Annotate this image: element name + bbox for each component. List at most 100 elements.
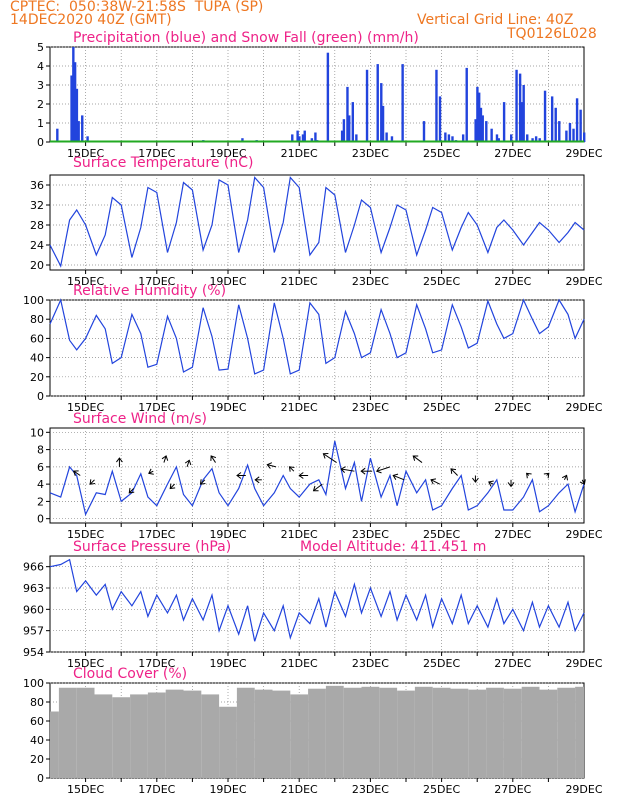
- precip-bar: [390, 136, 394, 142]
- precip-bar: [477, 92, 481, 142]
- precip-bar: [495, 134, 499, 142]
- precip-bar: [583, 132, 586, 142]
- panel-5-date-label: 23DEC: [352, 657, 389, 670]
- panel-3-series-line: [49, 298, 585, 375]
- panel-4-frame: [49, 427, 585, 524]
- panel-1-date-label: 29DEC: [565, 147, 602, 160]
- panel-5-ytick-label: 957: [23, 625, 44, 638]
- precip-bar: [451, 136, 454, 142]
- precip-bar: [479, 107, 483, 142]
- panel-1-ytick-label: 5: [37, 41, 44, 54]
- wind-arrow-shaft: [128, 488, 135, 494]
- panel-5-date-label: 19DEC: [209, 657, 246, 670]
- wind-arrow-head: [507, 482, 515, 488]
- panel-6-date-label: 19DEC: [209, 783, 246, 796]
- cloud-bar: [272, 690, 291, 778]
- panel-6-date-label: 23DEC: [352, 783, 389, 796]
- panel-4-ytick-label: 6: [37, 461, 44, 474]
- precip-bar: [301, 134, 305, 142]
- wind-arrow-head: [254, 476, 260, 484]
- panel-5-ytick-label: 966: [23, 561, 44, 574]
- panel-2-ytick-label: 36: [30, 179, 44, 192]
- wind-arrow-head: [128, 487, 135, 494]
- precip-bar: [355, 134, 358, 142]
- wind-arrow-shaft: [289, 466, 295, 472]
- panel-3-date-label: 29DEC: [565, 401, 602, 414]
- panel-5-ytick-label: 963: [23, 582, 44, 595]
- panel-4-series-line: [49, 440, 585, 517]
- panel-3-ytick-label: 80: [30, 313, 44, 326]
- cloud-bar: [486, 687, 504, 778]
- precip-bar: [340, 130, 344, 142]
- precip-bar: [490, 128, 493, 142]
- precip-bar: [572, 128, 575, 142]
- wind-arrow-head: [266, 462, 273, 469]
- panel-4-date-label: 21DEC: [281, 528, 318, 541]
- wind-arrow-head: [116, 457, 123, 463]
- precip-bar: [326, 52, 330, 143]
- precip-bar: [298, 136, 301, 142]
- wind-arrow-shaft: [430, 479, 441, 485]
- precip-bar: [485, 121, 488, 142]
- precip-bar: [515, 69, 518, 142]
- panel-1-date-label: 17DEC: [138, 147, 175, 160]
- panel-4-ytick-label: 10: [30, 426, 44, 439]
- panel-2-date-label: 29DEC: [565, 275, 602, 288]
- panel-6-date-label: 21DEC: [281, 783, 318, 796]
- cloud-bar: [503, 688, 522, 778]
- wind-arrow-shaft: [163, 455, 167, 463]
- precip-bar: [376, 64, 379, 142]
- wind-arrow-shaft: [323, 453, 337, 463]
- panel-1-ytick-label: 4: [37, 60, 44, 73]
- precip-bar: [365, 69, 369, 142]
- wind-arrow-head: [360, 467, 366, 475]
- panel-5-date-label: 25DEC: [423, 657, 460, 670]
- precip-bar: [444, 132, 447, 142]
- precip-bar: [568, 123, 572, 142]
- cloud-bar: [343, 687, 362, 778]
- wind-arrow-head: [210, 455, 217, 461]
- cloud-bar: [201, 694, 220, 778]
- panel-4-title: Surface Wind (m/s): [73, 411, 207, 427]
- wind-arrow-shaft: [89, 479, 95, 485]
- panel-2-date-label: 23DEC: [352, 275, 389, 288]
- cloud-bar: [290, 694, 309, 778]
- panel-2: 20 24 28 32 36 15DEC 17DEC 19DEC 21DEC 23DEC 25DEC…: [30, 155, 603, 288]
- panel-3-date-label: 23DEC: [352, 401, 389, 414]
- wind-arrow-shaft: [186, 460, 190, 468]
- precip-bar: [296, 130, 299, 142]
- cloud-bar: [219, 706, 237, 778]
- panel-5-title: Surface Pressure (hPa): [73, 539, 231, 555]
- precip-bar: [565, 130, 568, 142]
- wind-arrow-head: [543, 472, 550, 479]
- panel-3-frame: [49, 299, 585, 397]
- panel-6-ytick-label: 0: [37, 772, 44, 785]
- cloud-bar: [236, 687, 255, 778]
- panel-6-date-label: 27DEC: [494, 783, 531, 796]
- precip-bar: [385, 132, 388, 142]
- cloud-bar: [521, 686, 540, 778]
- panel-4-ytick-label: 2: [37, 495, 44, 508]
- panel-6-date-label: 15DEC: [67, 783, 104, 796]
- panel-2-title: Surface Temperature (nC): [73, 155, 254, 171]
- precip-bar: [435, 69, 438, 142]
- panel-2-series-line: [49, 176, 585, 268]
- panel-2-date-label: 25DEC: [423, 275, 460, 288]
- precip-bar: [476, 86, 479, 142]
- panel-2-date-label: 17DEC: [138, 275, 175, 288]
- panel-3-ytick-label: 0: [37, 390, 44, 403]
- precip-bar: [291, 134, 294, 142]
- wind-arrow-head: [298, 472, 304, 479]
- panel-4: 0 2 4 6 8 10 15DEC 17DEC 19DEC 21DEC 23DEC 25DEC 27D…: [30, 411, 603, 541]
- precip-bar: [538, 138, 541, 142]
- panel-5-series-line: [49, 558, 585, 642]
- panel-6-date-label: 17DEC: [138, 783, 175, 796]
- panel-5-date-label: 17DEC: [138, 657, 175, 670]
- panel-4-ytick-label: 4: [37, 478, 44, 491]
- panel-6-ytick-label: 40: [30, 734, 44, 747]
- header-city: TUPA (SP): [194, 0, 264, 15]
- cloud-bar: [254, 689, 273, 778]
- panel-1-ytick-label: 1: [37, 117, 44, 130]
- precip-bar: [381, 105, 385, 142]
- panel-6-ytick-label: 100: [23, 677, 44, 690]
